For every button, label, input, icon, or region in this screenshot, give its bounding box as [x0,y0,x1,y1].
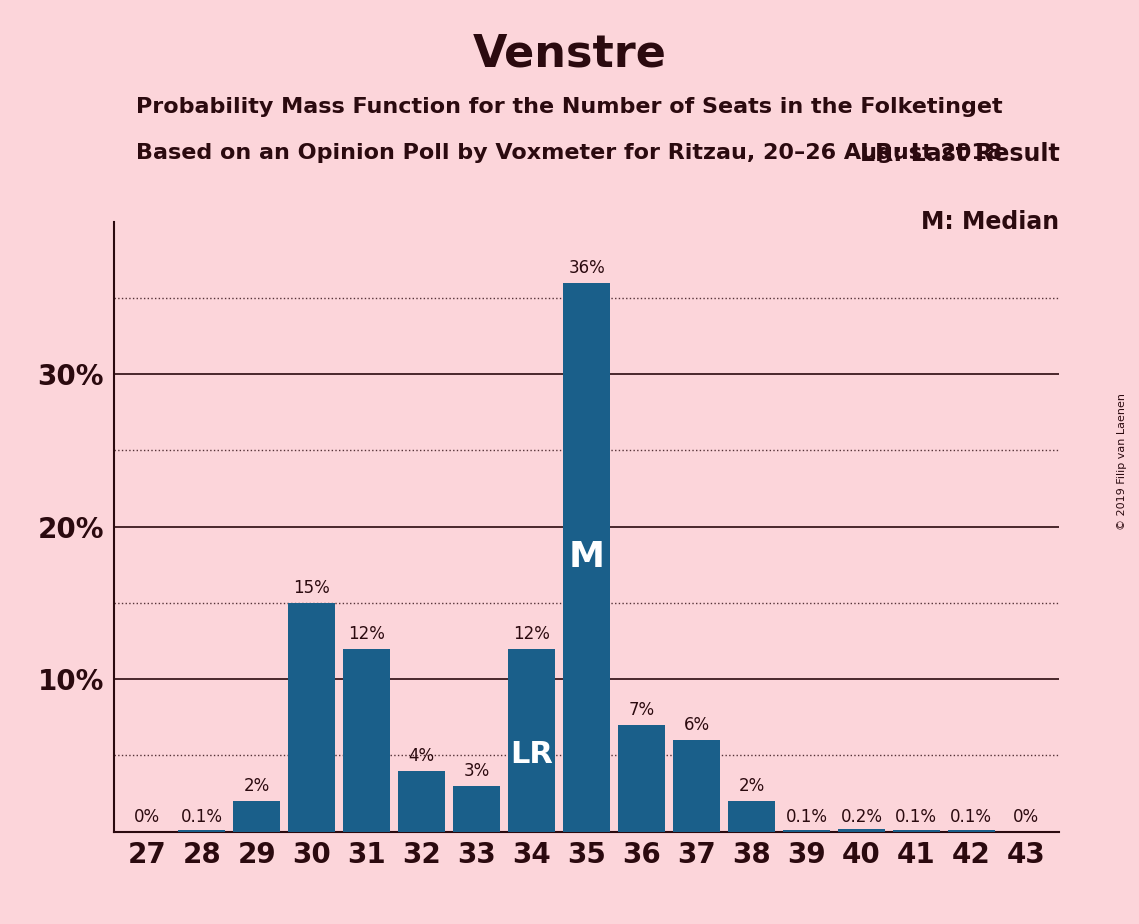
Text: 0.1%: 0.1% [895,808,937,825]
Text: LR: Last Result: LR: Last Result [860,142,1059,166]
Text: 0.1%: 0.1% [950,808,992,825]
Text: Probability Mass Function for the Number of Seats in the Folketinget: Probability Mass Function for the Number… [137,97,1002,117]
Text: 7%: 7% [629,700,655,719]
Bar [893,830,940,832]
Bar [508,649,555,832]
Bar [728,801,775,832]
Bar [343,649,390,832]
Text: 3%: 3% [464,761,490,780]
Text: Based on an Opinion Poll by Voxmeter for Ritzau, 20–26 August 2018: Based on an Opinion Poll by Voxmeter for… [137,143,1002,164]
Text: 0%: 0% [1014,808,1040,825]
Text: 0%: 0% [133,808,159,825]
Bar [838,829,885,832]
Text: 6%: 6% [683,716,710,734]
Text: M: Median: M: Median [921,210,1059,234]
Bar [233,801,280,832]
Bar [179,830,226,832]
Bar [563,283,611,832]
Text: Venstre: Venstre [473,32,666,76]
Bar [673,740,720,832]
Text: © 2019 Filip van Laenen: © 2019 Filip van Laenen [1117,394,1126,530]
Text: 0.1%: 0.1% [181,808,223,825]
Text: 0.1%: 0.1% [786,808,827,825]
Text: M: M [568,541,605,574]
Text: 12%: 12% [349,625,385,642]
Bar [399,771,445,832]
Bar [288,602,335,832]
Bar [453,785,500,832]
Text: 2%: 2% [244,777,270,795]
Text: LR: LR [510,740,554,770]
Bar [948,830,994,832]
Text: 2%: 2% [738,777,764,795]
Text: 4%: 4% [409,747,435,764]
Bar [784,830,830,832]
Text: 36%: 36% [568,259,605,276]
Text: 12%: 12% [514,625,550,642]
Text: 0.2%: 0.2% [841,808,883,825]
Text: 15%: 15% [294,578,330,597]
Bar [618,724,665,832]
